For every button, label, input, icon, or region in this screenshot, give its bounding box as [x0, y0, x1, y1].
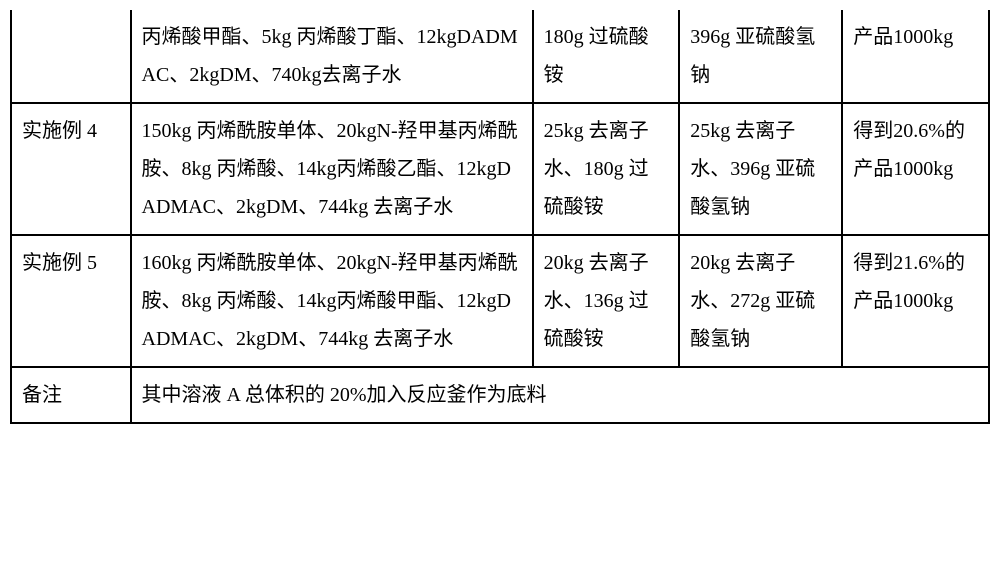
footer-text: 其中溶液 A 总体积的 20%加入反应釜作为底料: [131, 367, 989, 423]
table-cell: [11, 10, 131, 103]
data-table: 丙烯酸甲酯、5kg 丙烯酸丁酯、12kgDADMAC、2kgDM、740kg去离…: [10, 10, 990, 424]
table-cell: 实施例 4: [11, 103, 131, 235]
table-cell: 20kg 去离子水、136g 过硫酸铵: [533, 235, 680, 367]
table-cell: 20kg 去离子水、272g 亚硫酸氢钠: [679, 235, 842, 367]
table-row: 实施例 5160kg 丙烯酰胺单体、20kgN-羟甲基丙烯酰胺、8kg 丙烯酸、…: [11, 235, 989, 367]
table-cell: 180g 过硫酸铵: [533, 10, 680, 103]
table-cell: 得到21.6%的产品1000kg: [842, 235, 989, 367]
table-cell: 25kg 去离子水、396g 亚硫酸氢钠: [679, 103, 842, 235]
footer-label: 备注: [11, 367, 131, 423]
table-row: 丙烯酸甲酯、5kg 丙烯酸丁酯、12kgDADMAC、2kgDM、740kg去离…: [11, 10, 989, 103]
table-cell: 396g 亚硫酸氢钠: [679, 10, 842, 103]
table-cell: 25kg 去离子水、180g 过硫酸铵: [533, 103, 680, 235]
table-cell: 160kg 丙烯酰胺单体、20kgN-羟甲基丙烯酰胺、8kg 丙烯酸、14kg丙…: [131, 235, 533, 367]
table-cell: 得到20.6%的产品1000kg: [842, 103, 989, 235]
table-cell: 实施例 5: [11, 235, 131, 367]
table-cell: 150kg 丙烯酰胺单体、20kgN-羟甲基丙烯酰胺、8kg 丙烯酸、14kg丙…: [131, 103, 533, 235]
table-row: 实施例 4150kg 丙烯酰胺单体、20kgN-羟甲基丙烯酰胺、8kg 丙烯酸、…: [11, 103, 989, 235]
table-footer-row: 备注其中溶液 A 总体积的 20%加入反应釜作为底料: [11, 367, 989, 423]
table-cell: 丙烯酸甲酯、5kg 丙烯酸丁酯、12kgDADMAC、2kgDM、740kg去离…: [131, 10, 533, 103]
table-cell: 产品1000kg: [842, 10, 989, 103]
